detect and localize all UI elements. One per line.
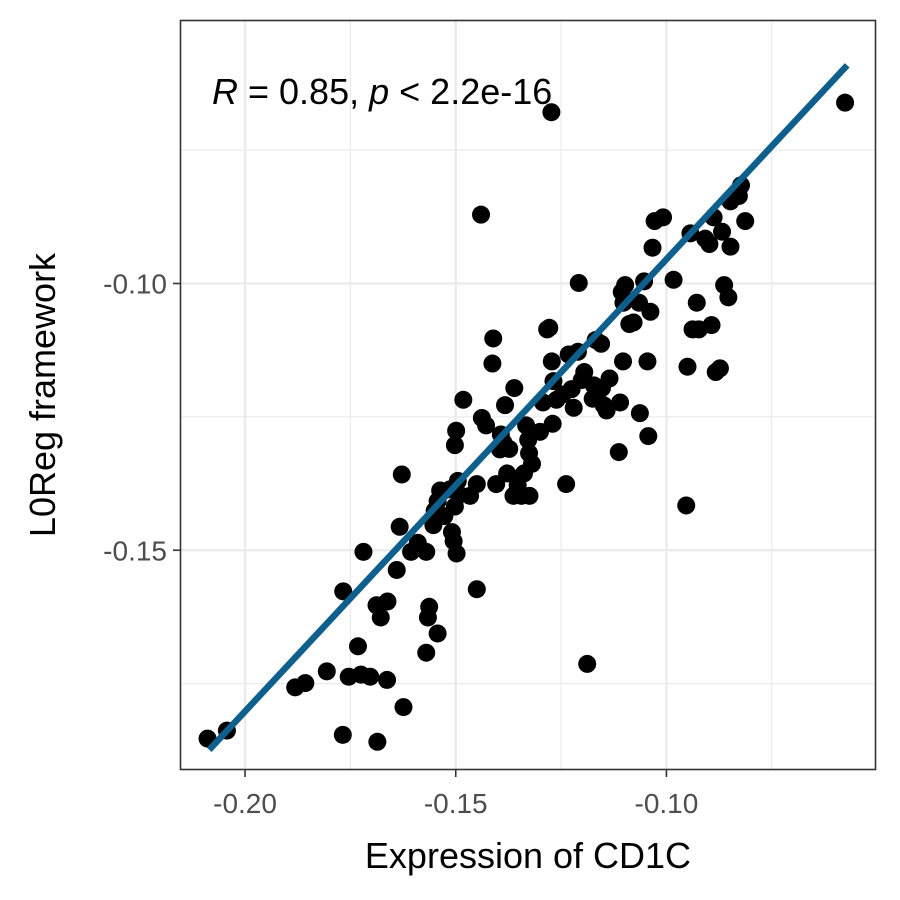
data-point bbox=[484, 329, 503, 348]
data-point bbox=[687, 293, 706, 312]
data-point bbox=[719, 288, 738, 307]
data-point bbox=[678, 357, 697, 376]
data-points bbox=[198, 93, 855, 751]
data-point bbox=[517, 416, 536, 435]
data-point bbox=[736, 212, 755, 231]
data-point bbox=[578, 654, 597, 673]
x-tick-label: -0.20 bbox=[213, 788, 277, 819]
p-symbol: p bbox=[368, 71, 389, 112]
data-point bbox=[609, 443, 628, 462]
data-point bbox=[420, 597, 439, 616]
data-point bbox=[467, 580, 486, 599]
data-point bbox=[387, 560, 406, 579]
data-point bbox=[348, 637, 367, 656]
data-point bbox=[390, 517, 409, 536]
regression-line bbox=[206, 63, 850, 753]
x-tick-label: -0.15 bbox=[424, 788, 488, 819]
data-point bbox=[836, 93, 855, 112]
data-point bbox=[639, 427, 658, 446]
data-point bbox=[654, 208, 673, 227]
data-point bbox=[483, 354, 502, 373]
data-point bbox=[600, 369, 619, 388]
data-point bbox=[592, 334, 611, 353]
data-point bbox=[624, 313, 643, 332]
data-point bbox=[417, 643, 436, 662]
data-point bbox=[597, 401, 616, 420]
x-tick-label: -0.10 bbox=[635, 788, 699, 819]
data-point bbox=[611, 393, 630, 412]
data-point bbox=[713, 222, 732, 241]
data-point bbox=[454, 390, 473, 409]
panel-border bbox=[179, 19, 877, 771]
data-point bbox=[700, 235, 719, 254]
data-point bbox=[333, 725, 352, 744]
r-symbol: R bbox=[212, 71, 238, 112]
y-axis-label: L0Reg framework bbox=[22, 252, 63, 537]
p-value: < 2.2e-16 bbox=[389, 71, 552, 112]
data-point bbox=[542, 352, 561, 371]
y-tick-label: -0.10 bbox=[103, 268, 167, 299]
r-value: = 0.85, bbox=[238, 71, 369, 112]
data-point bbox=[392, 465, 411, 484]
data-point bbox=[664, 270, 683, 289]
data-point bbox=[710, 359, 729, 378]
data-point bbox=[520, 486, 539, 505]
major-gridlines bbox=[181, 21, 875, 769]
data-point bbox=[368, 732, 387, 751]
data-point bbox=[498, 464, 517, 483]
data-point bbox=[575, 363, 594, 382]
data-point bbox=[296, 674, 315, 693]
data-point bbox=[417, 542, 436, 561]
correlation-annotation: R = 0.85, p < 2.2e-16 bbox=[212, 71, 552, 112]
data-point bbox=[543, 414, 562, 433]
data-point bbox=[500, 439, 519, 458]
data-point bbox=[447, 421, 466, 440]
data-point bbox=[467, 475, 486, 494]
data-point bbox=[378, 592, 397, 611]
data-point bbox=[540, 318, 559, 337]
data-point bbox=[477, 416, 496, 435]
data-point bbox=[614, 352, 633, 371]
y-tick-label: -0.15 bbox=[103, 535, 167, 566]
x-axis-label: Expression of CD1C bbox=[365, 835, 691, 876]
data-point bbox=[361, 667, 380, 686]
data-point bbox=[505, 379, 524, 398]
data-point bbox=[702, 316, 721, 335]
fit-line-group bbox=[206, 63, 850, 753]
data-point bbox=[428, 624, 447, 643]
data-point bbox=[721, 237, 740, 256]
data-point bbox=[542, 103, 561, 122]
data-point bbox=[641, 302, 660, 321]
data-point bbox=[564, 398, 583, 417]
data-point bbox=[638, 352, 657, 371]
axis-ticks: -0.20 -0.15 -0.10 -0.15 -0.10 bbox=[103, 268, 698, 819]
data-point bbox=[378, 670, 397, 689]
data-point bbox=[354, 542, 373, 561]
data-point bbox=[371, 608, 390, 627]
data-point bbox=[630, 404, 649, 423]
data-point bbox=[445, 436, 464, 455]
data-point bbox=[496, 396, 515, 415]
data-point bbox=[677, 496, 696, 515]
data-point bbox=[569, 273, 588, 292]
data-point bbox=[447, 544, 466, 563]
data-point bbox=[394, 698, 413, 717]
data-point bbox=[317, 662, 336, 681]
data-point bbox=[643, 238, 662, 257]
data-point bbox=[523, 454, 542, 473]
data-point bbox=[616, 276, 635, 295]
data-point bbox=[557, 475, 576, 494]
data-point bbox=[334, 582, 353, 601]
data-point bbox=[472, 205, 491, 224]
